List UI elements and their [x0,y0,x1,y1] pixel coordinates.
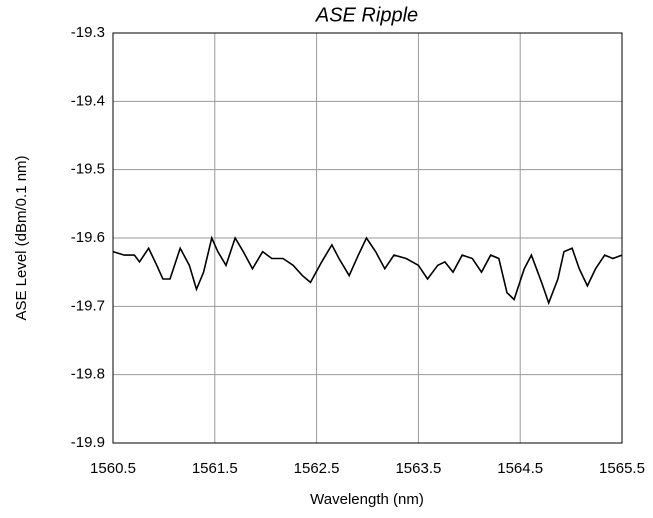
y-tick-label: -19.3 [71,24,105,41]
y-tick-label: -19.4 [71,92,105,109]
x-tick-label: 1563.5 [395,460,441,477]
y-tick-label: -19.5 [71,161,105,178]
chart-title: ASE Ripple [315,4,418,26]
data-line [112,235,623,306]
y-tick-label: -19.8 [71,366,105,383]
y-tick-label: -19.6 [71,229,105,246]
x-tick-label: 1561.5 [192,460,238,477]
y-axis-label: ASE Level (dBm/0.1 nm) [13,155,30,320]
x-tick-label: 1565.5 [599,460,645,477]
x-tick-label: 1564.5 [497,460,543,477]
x-axis-label: Wavelength (nm) [310,491,424,508]
y-tick-label: -19.9 [71,434,105,451]
x-tick-label: 1562.5 [294,460,340,477]
plot-frame [112,32,623,444]
x-tick-label: 1560.5 [90,460,136,477]
y-tick-label: -19.7 [71,297,105,314]
